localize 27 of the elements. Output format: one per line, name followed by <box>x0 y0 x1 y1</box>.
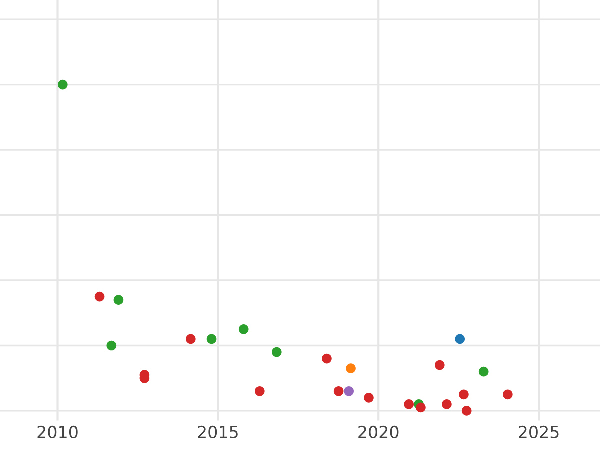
point <box>272 347 282 358</box>
point <box>442 400 452 410</box>
point <box>364 393 374 403</box>
point <box>334 386 344 396</box>
point <box>344 386 354 396</box>
point <box>58 80 68 90</box>
point <box>462 406 472 416</box>
x-tick-label: 2020 <box>358 426 399 439</box>
point <box>106 340 117 351</box>
x-tick-label: 2010 <box>38 426 78 439</box>
point <box>322 354 332 364</box>
x-tick-label: 2025 <box>519 426 559 439</box>
point <box>503 390 513 400</box>
point <box>254 386 265 396</box>
point <box>94 292 105 302</box>
point <box>434 360 445 370</box>
point <box>238 324 249 334</box>
point <box>186 334 196 344</box>
point <box>455 334 466 344</box>
x-tick-label: 2015 <box>198 426 238 439</box>
point <box>416 402 426 413</box>
point <box>459 390 469 400</box>
point <box>404 400 414 410</box>
point <box>346 364 356 374</box>
point <box>114 295 124 305</box>
point <box>478 366 489 377</box>
point <box>206 334 217 344</box>
